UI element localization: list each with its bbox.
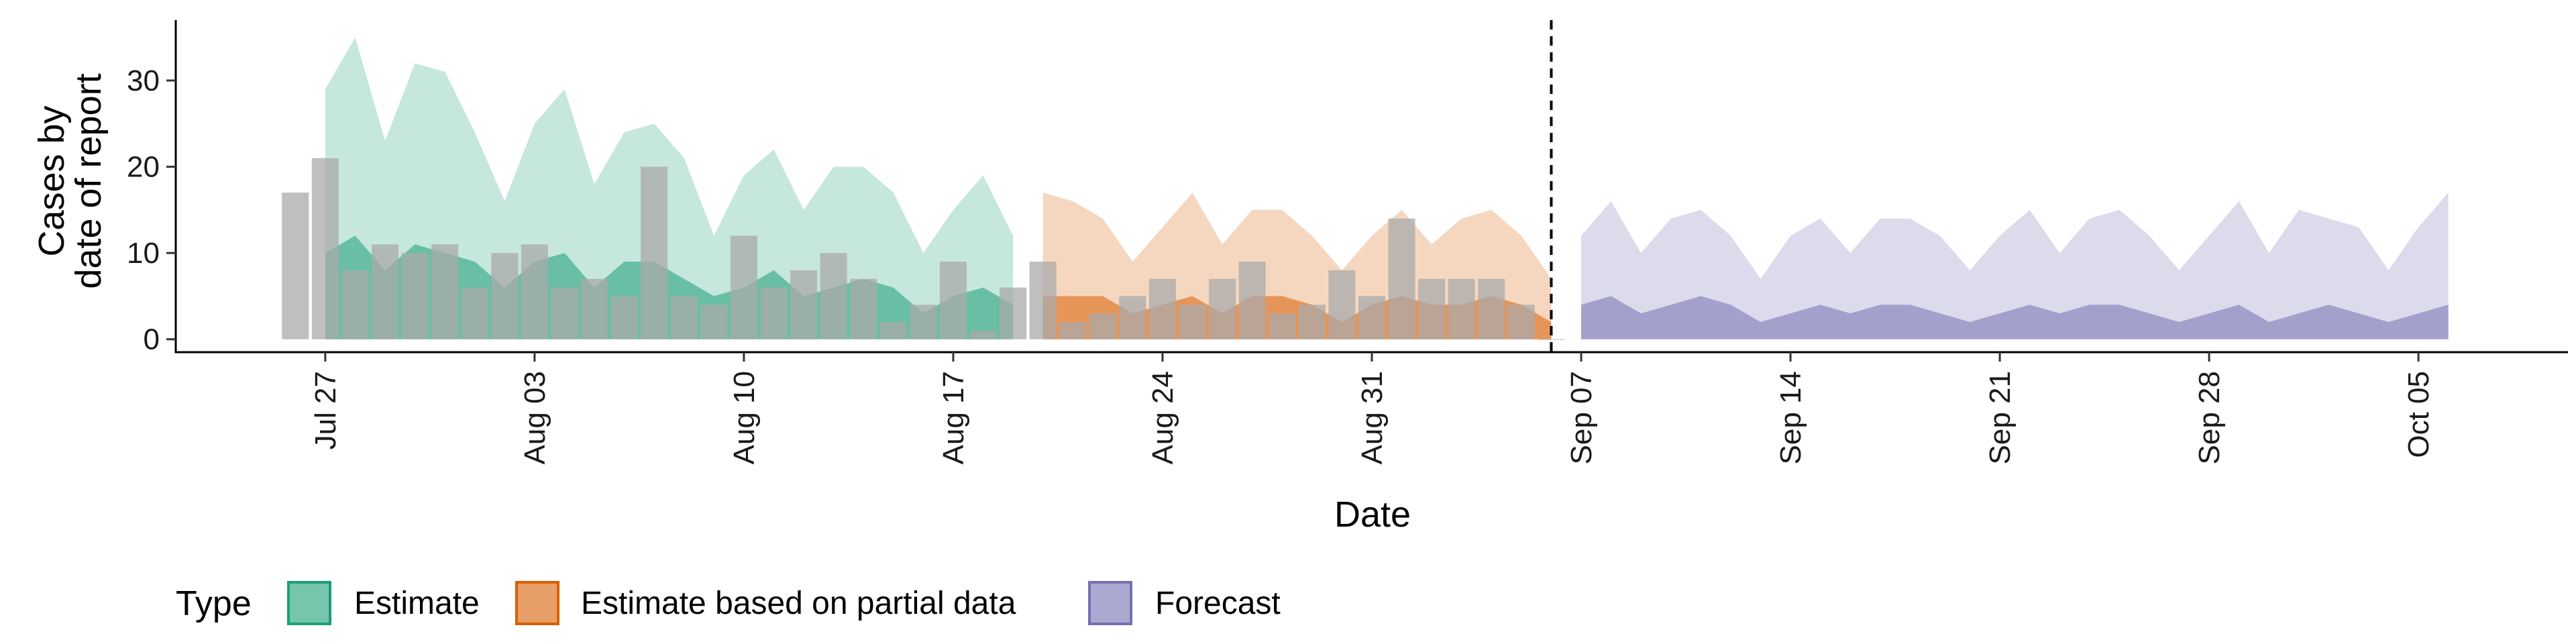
legend-title: Type (176, 584, 252, 623)
case-bar (491, 253, 519, 339)
legend-key-partial (515, 581, 559, 625)
case-bar (850, 278, 877, 339)
case-bar (1029, 262, 1057, 339)
x-tick-label: Aug 10 (728, 371, 761, 464)
x-tick-label: Sep 21 (1984, 371, 2017, 464)
x-tick-label: Jul 27 (309, 371, 342, 449)
x-tick-label: Aug 24 (1146, 371, 1179, 464)
case-bar (581, 278, 608, 339)
case-bar (1358, 296, 1385, 339)
reported-cases-bars (282, 158, 1565, 340)
x-tick-label: Oct 05 (2402, 371, 2435, 458)
ribbon-inner-2 (1581, 296, 2449, 339)
x-axis-ticks: Jul 27 Aug 03 Aug 10 Aug 17 Aug 24 Aug 31 Sep … (309, 352, 2435, 464)
case-bar (1000, 287, 1027, 339)
x-tick-label: Aug 17 (937, 371, 970, 464)
case-bar (939, 262, 967, 339)
case-bar (790, 270, 818, 339)
y-axis-ticks: 0 10 20 30 (127, 64, 176, 356)
ribbon-outer-2 (1581, 193, 2449, 339)
y-axis-title-line-1: Cases by (32, 105, 72, 256)
x-axis-title: Date (1334, 494, 1411, 535)
case-bar (969, 330, 997, 339)
case-bar (820, 253, 847, 339)
case-bar (341, 270, 369, 339)
x-tick-label: Sep 14 (1774, 371, 1807, 464)
case-bar (1507, 305, 1535, 339)
case-bar (1148, 278, 1176, 339)
case-bar (910, 305, 937, 339)
case-bar (1538, 339, 1565, 340)
legend-label-estimate: Estimate (354, 586, 480, 621)
legend-label-forecast: Forecast (1155, 586, 1281, 621)
case-bar (1179, 305, 1206, 339)
case-bar (401, 253, 429, 339)
case-bar (879, 322, 907, 339)
case-bar (431, 244, 459, 339)
case-bar (1448, 278, 1475, 339)
case-bar (1059, 322, 1087, 339)
legend-key-estimate (287, 581, 331, 625)
y-tick-label: 0 (144, 323, 160, 356)
case-bar (1298, 305, 1326, 339)
case-bar (1328, 270, 1356, 339)
case-bar (1119, 296, 1146, 339)
y-tick-label: 10 (127, 237, 160, 270)
case-bar (521, 244, 548, 339)
case-bar (670, 296, 698, 339)
case-bar (730, 235, 757, 339)
case-bar (282, 193, 309, 339)
y-tick-label: 20 (127, 151, 160, 184)
case-bar (610, 296, 638, 339)
x-tick-label: Sep 07 (1565, 371, 1598, 464)
legend-label-partial: Estimate based on partial data (581, 586, 1016, 621)
case-bar (641, 166, 668, 339)
case-bar (372, 244, 399, 339)
case-bar (311, 158, 339, 339)
case-bar (1388, 218, 1415, 339)
case-bar (1089, 313, 1116, 339)
case-bar (1269, 313, 1296, 339)
case-bar (1418, 278, 1446, 339)
y-axis-title-line-2: date of report (68, 73, 109, 288)
x-tick-label: Sep 28 (2193, 371, 2226, 464)
x-tick-label: Aug 31 (1356, 371, 1389, 464)
y-tick-label: 30 (127, 64, 160, 97)
case-bar (1478, 278, 1505, 339)
case-bar (700, 305, 728, 339)
case-bar (461, 287, 488, 339)
legend-key-forecast (1088, 581, 1132, 625)
case-bar (1209, 278, 1236, 339)
case-bar (551, 287, 578, 339)
case-bar (1238, 262, 1266, 339)
case-bar (760, 287, 788, 339)
x-tick-label: Aug 03 (519, 371, 551, 464)
legend: Type Estimate Estimate based on partial … (176, 581, 1281, 625)
